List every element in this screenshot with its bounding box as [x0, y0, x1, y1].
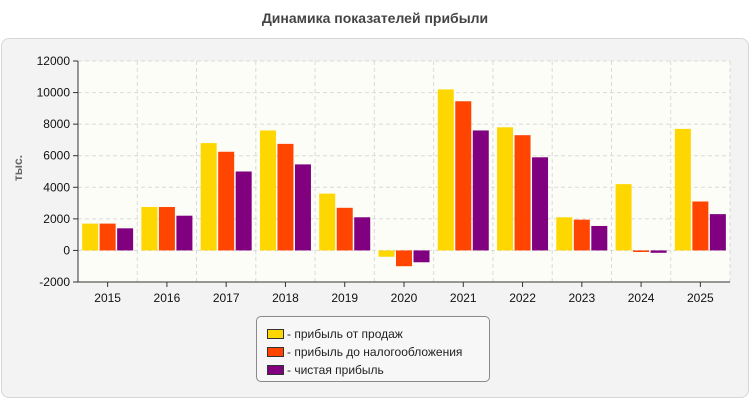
y-tick-label: 6000 — [43, 149, 70, 163]
bar — [378, 250, 395, 257]
x-tick-label: 2025 — [687, 291, 714, 305]
y-tick-label: 0 — [63, 243, 70, 257]
bar — [573, 219, 590, 251]
bar — [141, 207, 158, 251]
legend-label: - прибыль до налогообложения — [287, 345, 463, 359]
bar — [472, 130, 489, 251]
bar — [514, 135, 531, 251]
bar — [455, 101, 472, 251]
bar — [218, 151, 235, 251]
y-tick-label: 8000 — [43, 117, 70, 131]
x-tick-label: 2024 — [628, 291, 655, 305]
bar — [336, 207, 353, 251]
x-tick-label: 2017 — [213, 291, 240, 305]
y-tick-label: 10000 — [37, 86, 71, 100]
bar — [176, 215, 193, 251]
x-tick-label: 2016 — [154, 291, 181, 305]
bar — [354, 217, 371, 251]
y-tick-label: -2000 — [39, 275, 70, 289]
bar — [591, 225, 608, 251]
legend-item-pretax-profit: - прибыль до налогообложения — [267, 343, 489, 361]
x-tick-label: 2018 — [272, 291, 299, 305]
legend-item-sales-profit: - прибыль от продаж — [267, 325, 489, 343]
legend-item-net-profit: - чистая прибыль — [267, 361, 489, 379]
legend-swatch — [267, 329, 284, 339]
x-tick-label: 2021 — [450, 291, 477, 305]
bar — [294, 164, 311, 251]
bar — [413, 250, 430, 263]
bar — [615, 184, 632, 251]
bar — [117, 228, 134, 251]
bar — [396, 250, 412, 267]
bar — [692, 201, 709, 251]
bar — [200, 143, 217, 251]
bar — [158, 207, 175, 251]
bar — [674, 128, 691, 251]
x-tick-label: 2020 — [391, 291, 418, 305]
bar — [709, 214, 726, 251]
y-tick-label: 12000 — [37, 54, 71, 68]
legend-label: - прибыль от продаж — [287, 327, 403, 341]
x-tick-label: 2023 — [568, 291, 595, 305]
y-axis-label: тыс. — [11, 154, 25, 182]
bar — [259, 130, 276, 251]
bar — [633, 250, 650, 253]
bar — [99, 223, 116, 251]
chart-legend: - прибыль от продаж - прибыль до налогоо… — [256, 316, 490, 382]
y-tick-label: 2000 — [43, 212, 70, 226]
legend-swatch — [267, 365, 284, 375]
legend-swatch — [267, 347, 284, 357]
bar — [532, 157, 549, 251]
bar — [437, 89, 454, 251]
bar — [497, 127, 514, 251]
plot-area — [78, 61, 730, 282]
x-tick-label: 2019 — [331, 291, 358, 305]
y-tick-label: 4000 — [43, 180, 70, 194]
bar — [277, 143, 294, 251]
bar — [235, 171, 252, 251]
bar — [650, 250, 667, 253]
x-tick-label: 2015 — [94, 291, 121, 305]
chart-title: Динамика показателей прибыли — [261, 10, 489, 26]
bar — [319, 193, 336, 251]
bar — [82, 223, 99, 251]
x-tick-label: 2022 — [509, 291, 536, 305]
bar — [556, 217, 573, 251]
legend-label: - чистая прибыль — [287, 363, 384, 377]
